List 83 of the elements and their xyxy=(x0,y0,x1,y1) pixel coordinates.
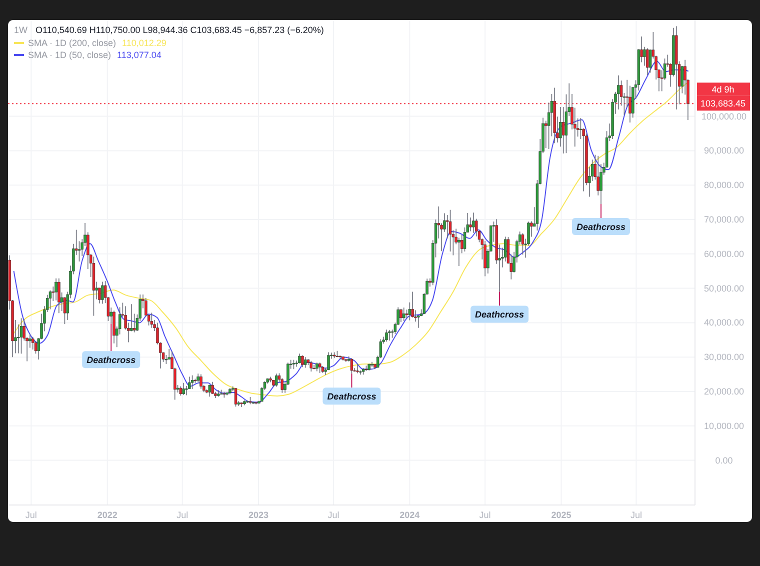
candlestick xyxy=(150,312,154,328)
candlestick xyxy=(182,382,185,396)
y-tick-label: 80,000.00 xyxy=(704,180,744,190)
candlestick xyxy=(208,384,212,398)
candlestick xyxy=(356,363,359,374)
candlestick xyxy=(200,374,202,390)
candlestick xyxy=(101,281,104,304)
candlestick xyxy=(234,388,238,408)
candlestick xyxy=(34,340,38,354)
y-tick-label: 60,000.00 xyxy=(704,248,744,259)
candlestick xyxy=(388,330,391,341)
candlestick xyxy=(63,296,66,324)
candlestick xyxy=(469,217,472,232)
y-tick-label: 10,000.00 xyxy=(704,420,744,431)
candlestick xyxy=(280,378,284,394)
text: 1W xyxy=(14,25,28,35)
x-tick-label: Jul xyxy=(328,510,340,520)
candlestick xyxy=(112,310,116,344)
candlestick xyxy=(54,278,58,301)
y-tick-label: 70,000.00 xyxy=(704,214,744,225)
annotation: Deathcross xyxy=(475,310,524,320)
candlestick xyxy=(31,336,34,350)
candlestick xyxy=(28,334,32,348)
candlestick xyxy=(20,318,23,354)
candlestick xyxy=(417,314,420,328)
candlestick xyxy=(185,386,188,396)
candlestick xyxy=(292,359,296,370)
y-tick-label: 20,000.00 xyxy=(704,386,744,396)
annotation: 110,012.29 xyxy=(122,38,166,48)
candlestick xyxy=(58,278,60,314)
candlestick xyxy=(402,307,406,322)
candlestick xyxy=(304,356,307,368)
annotation: Deathcross xyxy=(576,222,626,232)
x-tick-label: Jul xyxy=(25,510,37,520)
x-tick-label: Jul xyxy=(479,510,491,520)
candlestick xyxy=(411,291,414,318)
candlestick xyxy=(463,227,466,252)
x-tick-label: Jul xyxy=(630,510,642,520)
x-tick-label: 2024 xyxy=(400,510,420,520)
y-tick-label: 40,000.00 xyxy=(704,318,744,328)
candlestick xyxy=(48,290,52,310)
candlestick xyxy=(643,46,646,66)
legend-label: SMA · 1D (50, close) xyxy=(28,50,112,60)
candlestick xyxy=(274,373,278,388)
candlestick xyxy=(400,308,402,322)
candlestick xyxy=(327,352,330,371)
x-tick-label: Jul xyxy=(176,510,188,520)
y-tick-label: 0.00 xyxy=(715,455,733,466)
candlestick xyxy=(562,106,565,154)
y-tick-label: 30,000.00 xyxy=(704,352,744,362)
candlestick xyxy=(579,118,582,140)
candlestick xyxy=(211,381,214,394)
candlestick xyxy=(596,155,600,196)
y-tick-label: 90,000.00 xyxy=(704,146,744,156)
candlestick xyxy=(318,362,322,374)
x-tick-label: 2025 xyxy=(551,510,572,520)
legend-label: SMA · 1D (200, close) xyxy=(28,38,116,48)
candlestick xyxy=(472,212,475,234)
x-tick-label: 2023 xyxy=(248,510,269,520)
candlestick xyxy=(521,232,524,255)
candlestick xyxy=(132,313,136,333)
annotation: Deathcross xyxy=(86,355,136,366)
candlestick xyxy=(310,360,312,372)
candlestick xyxy=(646,48,649,76)
candlestick xyxy=(130,304,133,332)
candlestick xyxy=(408,302,412,321)
candlestick xyxy=(484,240,486,277)
annotation: 113,077.04 xyxy=(117,50,162,60)
candlestick xyxy=(78,240,81,262)
y-tick-label: 100,000.00 xyxy=(701,111,747,122)
ref-line-label: 103,683.45 xyxy=(700,98,746,109)
candlestick xyxy=(385,329,388,342)
annotation: Deathcross xyxy=(327,392,376,402)
x-tick-label: 2022 xyxy=(97,510,118,520)
text: 4d 9h xyxy=(712,84,734,95)
candlestick xyxy=(179,386,182,396)
candlestick xyxy=(298,353,301,364)
candlestick xyxy=(617,74,620,110)
annotation: O110,540.69 H110,750.00 L98,944.36 C103,683.45 −6,857.23 (−6.20%) xyxy=(36,25,324,35)
candlestick xyxy=(190,374,194,390)
candlestick xyxy=(458,237,460,266)
candlestick xyxy=(448,209,452,252)
y-tick-label: 50,000.00 xyxy=(704,283,744,294)
